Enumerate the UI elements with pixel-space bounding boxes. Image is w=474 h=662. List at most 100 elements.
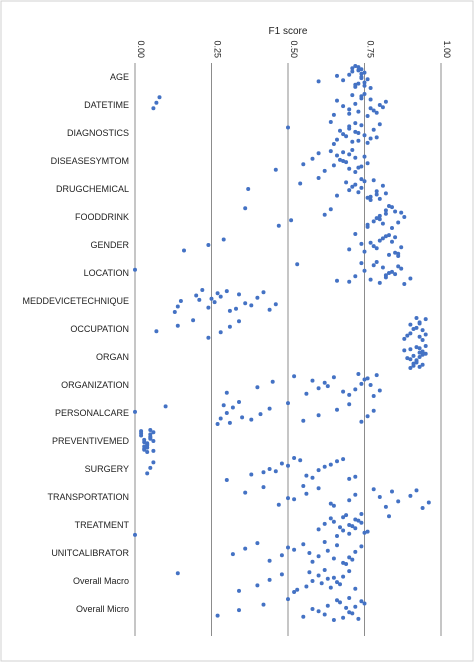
point-14-3: [224, 478, 229, 482]
x-tick-label-4: 1.00: [442, 40, 452, 58]
point-0-7: [359, 71, 364, 76]
point-4-0: [246, 187, 251, 191]
point-16-9: [365, 529, 370, 534]
point-9-0: [154, 329, 159, 334]
point-2-8: [371, 127, 376, 132]
point-5-12: [393, 209, 398, 214]
point-12-14: [347, 402, 352, 407]
point-13-14: [142, 444, 147, 449]
point-5-3: [322, 212, 327, 217]
point-8-14: [273, 302, 278, 307]
point-19-0: [215, 613, 220, 618]
point-4-2: [316, 176, 321, 180]
point-12-9: [267, 406, 272, 411]
point-18-11: [335, 580, 339, 585]
point-4-8: [374, 189, 379, 194]
point-17-11: [341, 560, 346, 565]
point-4-14: [362, 179, 367, 184]
point-18-16: [331, 575, 336, 580]
x-tick-label-3: 0.75: [366, 40, 376, 58]
point-5-15: [374, 216, 379, 221]
point-18-7: [310, 579, 315, 583]
point-4-13: [350, 184, 355, 189]
point-3-7: [347, 152, 352, 157]
point-2-15: [374, 135, 379, 140]
point-15-1: [261, 485, 266, 490]
point-19-12: [356, 616, 361, 621]
point-7-20: [383, 273, 388, 278]
point-15-0: [243, 490, 248, 495]
point-13-5: [142, 447, 147, 452]
point-11-10: [359, 381, 364, 386]
point-1-10: [368, 97, 373, 102]
point-7-4: [362, 268, 367, 273]
point-16-20: [341, 515, 346, 520]
point-19-17: [322, 612, 327, 617]
category-label-10: ORGAN: [96, 352, 129, 362]
point-5-16: [399, 210, 404, 215]
point-11-7: [331, 375, 336, 380]
point-10-14: [411, 363, 416, 368]
point-8-2: [178, 299, 183, 303]
point-14-11: [341, 457, 346, 462]
point-12-18: [221, 403, 226, 408]
point-17-8: [316, 554, 321, 559]
point-12-13: [335, 407, 339, 412]
point-15-20: [286, 496, 290, 501]
point-12-4: [224, 411, 229, 415]
point-2-19: [368, 136, 373, 141]
point-6-14: [368, 240, 373, 245]
point-12-0: [133, 409, 137, 414]
point-4-12: [356, 190, 361, 195]
x-tick-label-0: 0.00: [136, 40, 146, 58]
point-9-13: [411, 327, 416, 331]
point-8-3: [194, 293, 199, 298]
point-11-12: [371, 394, 376, 398]
point-4-5: [353, 182, 358, 187]
point-18-20: [325, 576, 330, 581]
category-label-17: UNITCALIBRATOR: [51, 548, 129, 558]
point-2-20: [356, 131, 361, 135]
point-6-13: [374, 246, 379, 251]
point-1-5: [353, 101, 358, 106]
point-6-4: [362, 249, 367, 254]
point-5-17: [390, 205, 394, 210]
point-12-7: [249, 417, 254, 422]
point-19-13: [350, 611, 355, 616]
point-16-0: [133, 532, 137, 537]
point-5-20: [383, 211, 388, 216]
point-8-9: [234, 306, 238, 311]
point-8-0: [172, 310, 177, 314]
point-9-1: [175, 323, 180, 328]
x-axis-title: F1 score: [269, 26, 308, 37]
point-19-6: [325, 603, 330, 608]
point-1-7: [365, 114, 370, 118]
point-3-4: [322, 168, 327, 173]
point-15-3: [292, 497, 297, 502]
point-1-14: [335, 98, 339, 103]
point-15-16: [377, 495, 382, 499]
x-tick-label-1: 0.25: [213, 40, 223, 58]
point-6-15: [393, 235, 398, 240]
point-4-6: [359, 177, 364, 182]
point-15-7: [347, 498, 352, 503]
point-6-18: [359, 241, 364, 246]
point-11-11: [365, 376, 370, 381]
point-13-4: [151, 430, 156, 435]
point-5-2: [289, 218, 294, 223]
point-7-6: [377, 280, 382, 285]
point-16-14: [338, 525, 342, 530]
point-16-17: [347, 531, 352, 536]
point-4-16: [383, 191, 388, 196]
point-16-18: [353, 526, 358, 531]
point-3-10: [341, 159, 346, 163]
category-label-16: TREATMENT: [75, 520, 130, 530]
point-15-9: [371, 487, 376, 492]
point-6-2: [221, 237, 226, 242]
point-2-10: [350, 139, 355, 144]
point-9-3: [206, 335, 211, 340]
point-1-11: [362, 92, 367, 96]
point-0-10: [341, 78, 346, 83]
